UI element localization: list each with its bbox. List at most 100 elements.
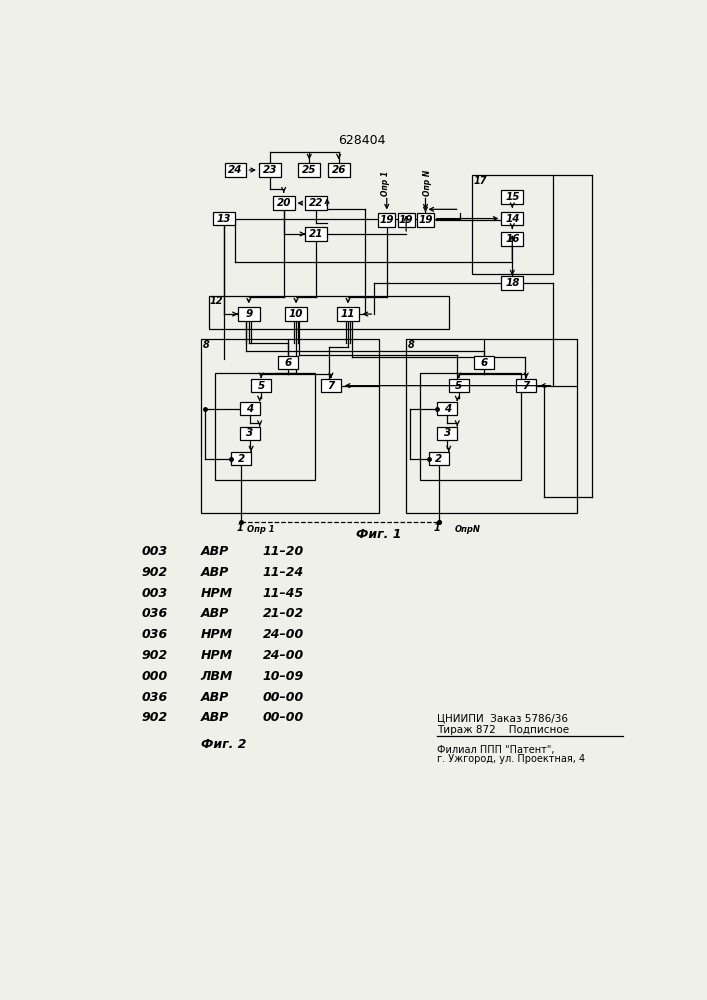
Text: 00–00: 00–00 <box>263 711 304 724</box>
Text: 10: 10 <box>289 309 303 319</box>
Text: НРМ: НРМ <box>201 628 233 641</box>
FancyBboxPatch shape <box>337 307 359 321</box>
FancyBboxPatch shape <box>240 427 259 440</box>
Text: 902: 902 <box>141 649 168 662</box>
Text: 8: 8 <box>202 340 209 350</box>
Text: Фиг. 2: Фиг. 2 <box>201 738 246 751</box>
FancyBboxPatch shape <box>259 163 281 177</box>
FancyBboxPatch shape <box>225 163 247 177</box>
Text: Фиг. 1: Фиг. 1 <box>356 528 402 541</box>
Text: г. Ужгород, ул. Проектная, 4: г. Ужгород, ул. Проектная, 4 <box>437 754 585 764</box>
Text: 18: 18 <box>505 278 520 288</box>
FancyBboxPatch shape <box>397 213 414 227</box>
FancyBboxPatch shape <box>437 427 457 440</box>
Text: ЦНИИПИ  Заказ 5786/36: ЦНИИПИ Заказ 5786/36 <box>437 714 568 724</box>
Text: 003: 003 <box>141 587 168 600</box>
Text: 17: 17 <box>474 176 487 186</box>
FancyBboxPatch shape <box>437 402 457 415</box>
Text: 036: 036 <box>141 628 168 641</box>
Text: 21–02: 21–02 <box>263 607 304 620</box>
Text: ЛВМ: ЛВМ <box>201 670 233 683</box>
FancyBboxPatch shape <box>321 379 341 392</box>
Text: 14: 14 <box>505 214 520 224</box>
Text: НРМ: НРМ <box>201 587 233 600</box>
Text: 15: 15 <box>505 192 520 202</box>
FancyBboxPatch shape <box>428 452 449 465</box>
FancyBboxPatch shape <box>328 163 349 177</box>
Text: 13: 13 <box>217 214 231 224</box>
Text: 5: 5 <box>257 381 265 391</box>
Text: 5: 5 <box>455 381 462 391</box>
Text: АВР: АВР <box>201 607 229 620</box>
FancyBboxPatch shape <box>240 402 259 415</box>
Text: 20: 20 <box>276 198 291 208</box>
FancyBboxPatch shape <box>501 212 523 225</box>
Text: АВР: АВР <box>201 545 229 558</box>
Text: 8: 8 <box>408 340 414 350</box>
Text: 3: 3 <box>246 428 253 438</box>
FancyBboxPatch shape <box>449 379 469 392</box>
Text: 7: 7 <box>522 381 530 391</box>
Text: 1: 1 <box>236 523 243 533</box>
Text: 9: 9 <box>245 309 252 319</box>
FancyBboxPatch shape <box>417 213 434 227</box>
Text: 1: 1 <box>434 523 440 533</box>
Text: 036: 036 <box>141 691 168 704</box>
Text: 902: 902 <box>141 711 168 724</box>
FancyBboxPatch shape <box>474 356 493 369</box>
Text: 23: 23 <box>262 165 277 175</box>
Text: 24–00: 24–00 <box>263 628 304 641</box>
FancyBboxPatch shape <box>213 212 235 225</box>
FancyBboxPatch shape <box>298 163 320 177</box>
Text: 4: 4 <box>443 404 451 414</box>
Text: 003: 003 <box>141 545 168 558</box>
Text: 11–45: 11–45 <box>263 587 304 600</box>
Text: Опр 1: Опр 1 <box>247 525 274 534</box>
Text: АВР: АВР <box>201 711 229 724</box>
FancyBboxPatch shape <box>273 196 295 210</box>
Text: 3: 3 <box>443 428 451 438</box>
Text: 2: 2 <box>238 454 245 464</box>
Text: 26: 26 <box>332 165 346 175</box>
Text: Тираж 872    Подписное: Тираж 872 Подписное <box>437 725 569 735</box>
Text: НРМ: НРМ <box>201 649 233 662</box>
Text: 036: 036 <box>141 607 168 620</box>
Text: 2: 2 <box>435 454 443 464</box>
Text: 628404: 628404 <box>338 134 386 147</box>
Text: 10–09: 10–09 <box>263 670 304 683</box>
Text: 4: 4 <box>246 404 253 414</box>
FancyBboxPatch shape <box>305 196 327 210</box>
FancyBboxPatch shape <box>378 213 395 227</box>
Text: 7: 7 <box>327 381 334 391</box>
Text: 11–20: 11–20 <box>263 545 304 558</box>
Text: 6: 6 <box>480 358 487 368</box>
Text: 902: 902 <box>141 566 168 579</box>
FancyBboxPatch shape <box>251 379 271 392</box>
FancyBboxPatch shape <box>231 452 251 465</box>
Text: АВР: АВР <box>201 566 229 579</box>
Text: 24–00: 24–00 <box>263 649 304 662</box>
Text: 6: 6 <box>285 358 292 368</box>
Text: 000: 000 <box>141 670 168 683</box>
Text: 22: 22 <box>309 198 324 208</box>
Text: 12: 12 <box>210 296 223 306</box>
Text: 19: 19 <box>399 215 414 225</box>
FancyBboxPatch shape <box>501 232 523 246</box>
Text: ОпрN: ОпрN <box>455 525 481 534</box>
FancyBboxPatch shape <box>516 379 537 392</box>
Text: Филиал ППП "Патент",: Филиал ППП "Патент", <box>437 745 554 755</box>
FancyBboxPatch shape <box>238 307 259 321</box>
Text: 00–00: 00–00 <box>263 691 304 704</box>
Text: 19: 19 <box>380 215 394 225</box>
Text: 19: 19 <box>419 215 433 225</box>
FancyBboxPatch shape <box>305 227 327 241</box>
FancyBboxPatch shape <box>279 356 298 369</box>
Text: 24: 24 <box>228 165 243 175</box>
Text: АВР: АВР <box>201 691 229 704</box>
Text: 25: 25 <box>302 165 317 175</box>
Text: 11: 11 <box>341 309 355 319</box>
Text: 16: 16 <box>505 234 520 244</box>
Text: 21: 21 <box>309 229 324 239</box>
Text: Опр 1: Опр 1 <box>382 171 390 196</box>
Text: 11–24: 11–24 <box>263 566 304 579</box>
